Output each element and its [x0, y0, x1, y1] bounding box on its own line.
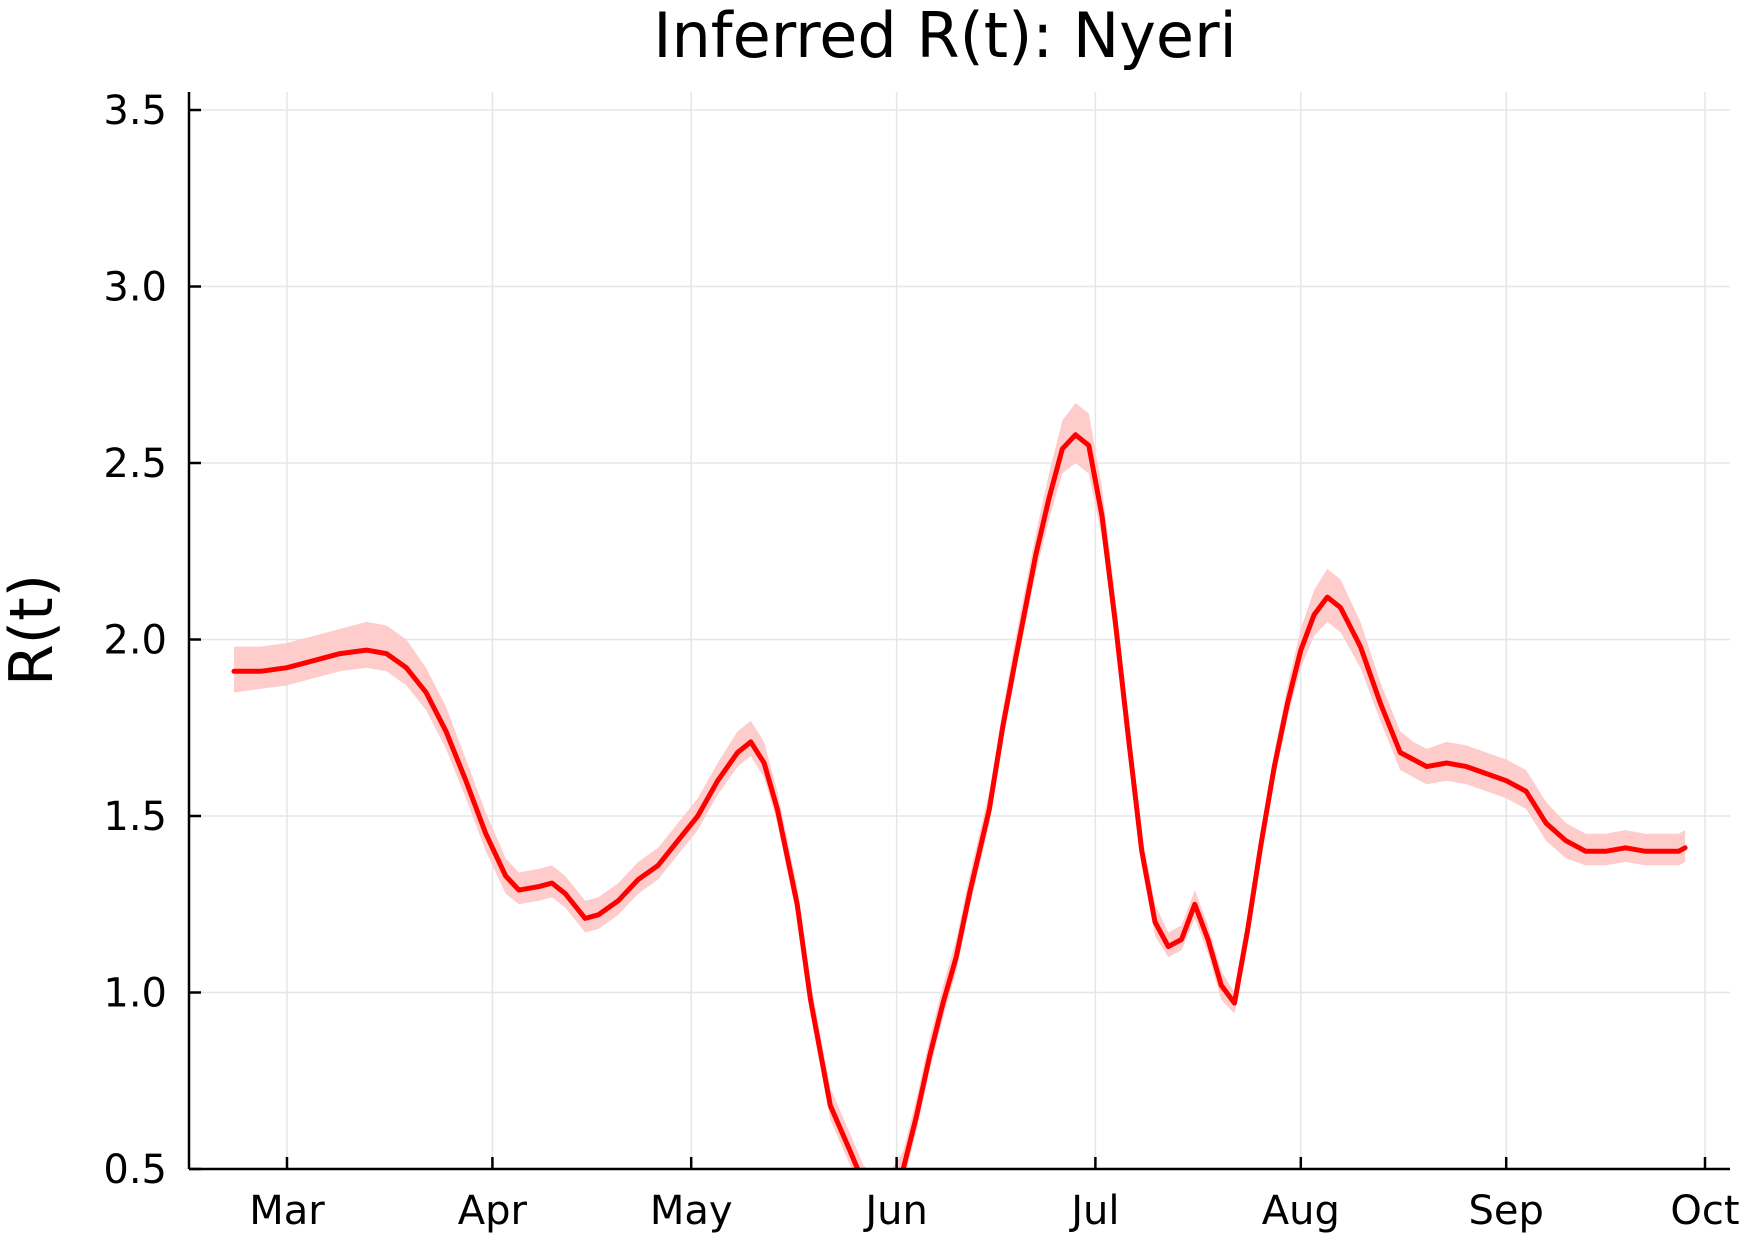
plot-area [231, 403, 1688, 1169]
y-tick-label: 2.5 [103, 441, 167, 487]
x-tick-label: Jul [1068, 1188, 1119, 1234]
x-tick-label: Oct [1670, 1188, 1739, 1234]
x-tick-label: May [650, 1188, 733, 1234]
y-tick-label: 3.0 [103, 265, 167, 311]
x-tick-label: Apr [458, 1188, 528, 1234]
tick-labels: Mar Apr May Jun Jul Aug Sep Oct 0.5 1.0 1.5 2.0 2.5 3… [103, 88, 1739, 1234]
x-tick-label: Aug [1262, 1188, 1340, 1234]
chart-title: Inferred R(t): Nyeri [653, 0, 1237, 72]
credible-interval-band [234, 403, 1686, 1169]
x-tick-label: Mar [249, 1188, 325, 1234]
y-axis-label: R(t) [0, 574, 67, 686]
x-tick-label: Sep [1469, 1188, 1544, 1234]
axes [187, 92, 1730, 1171]
grid-lines [189, 92, 1730, 1170]
y-tick-label: 1.5 [103, 794, 167, 840]
y-tick-label: 1.0 [103, 971, 167, 1017]
y-tick-label: 2.0 [103, 618, 167, 664]
y-tick-label: 0.5 [103, 1147, 167, 1193]
rt-estimate-line [231, 432, 1688, 1169]
x-tick-label: Jun [862, 1188, 928, 1234]
y-tick-label: 3.5 [103, 88, 167, 134]
